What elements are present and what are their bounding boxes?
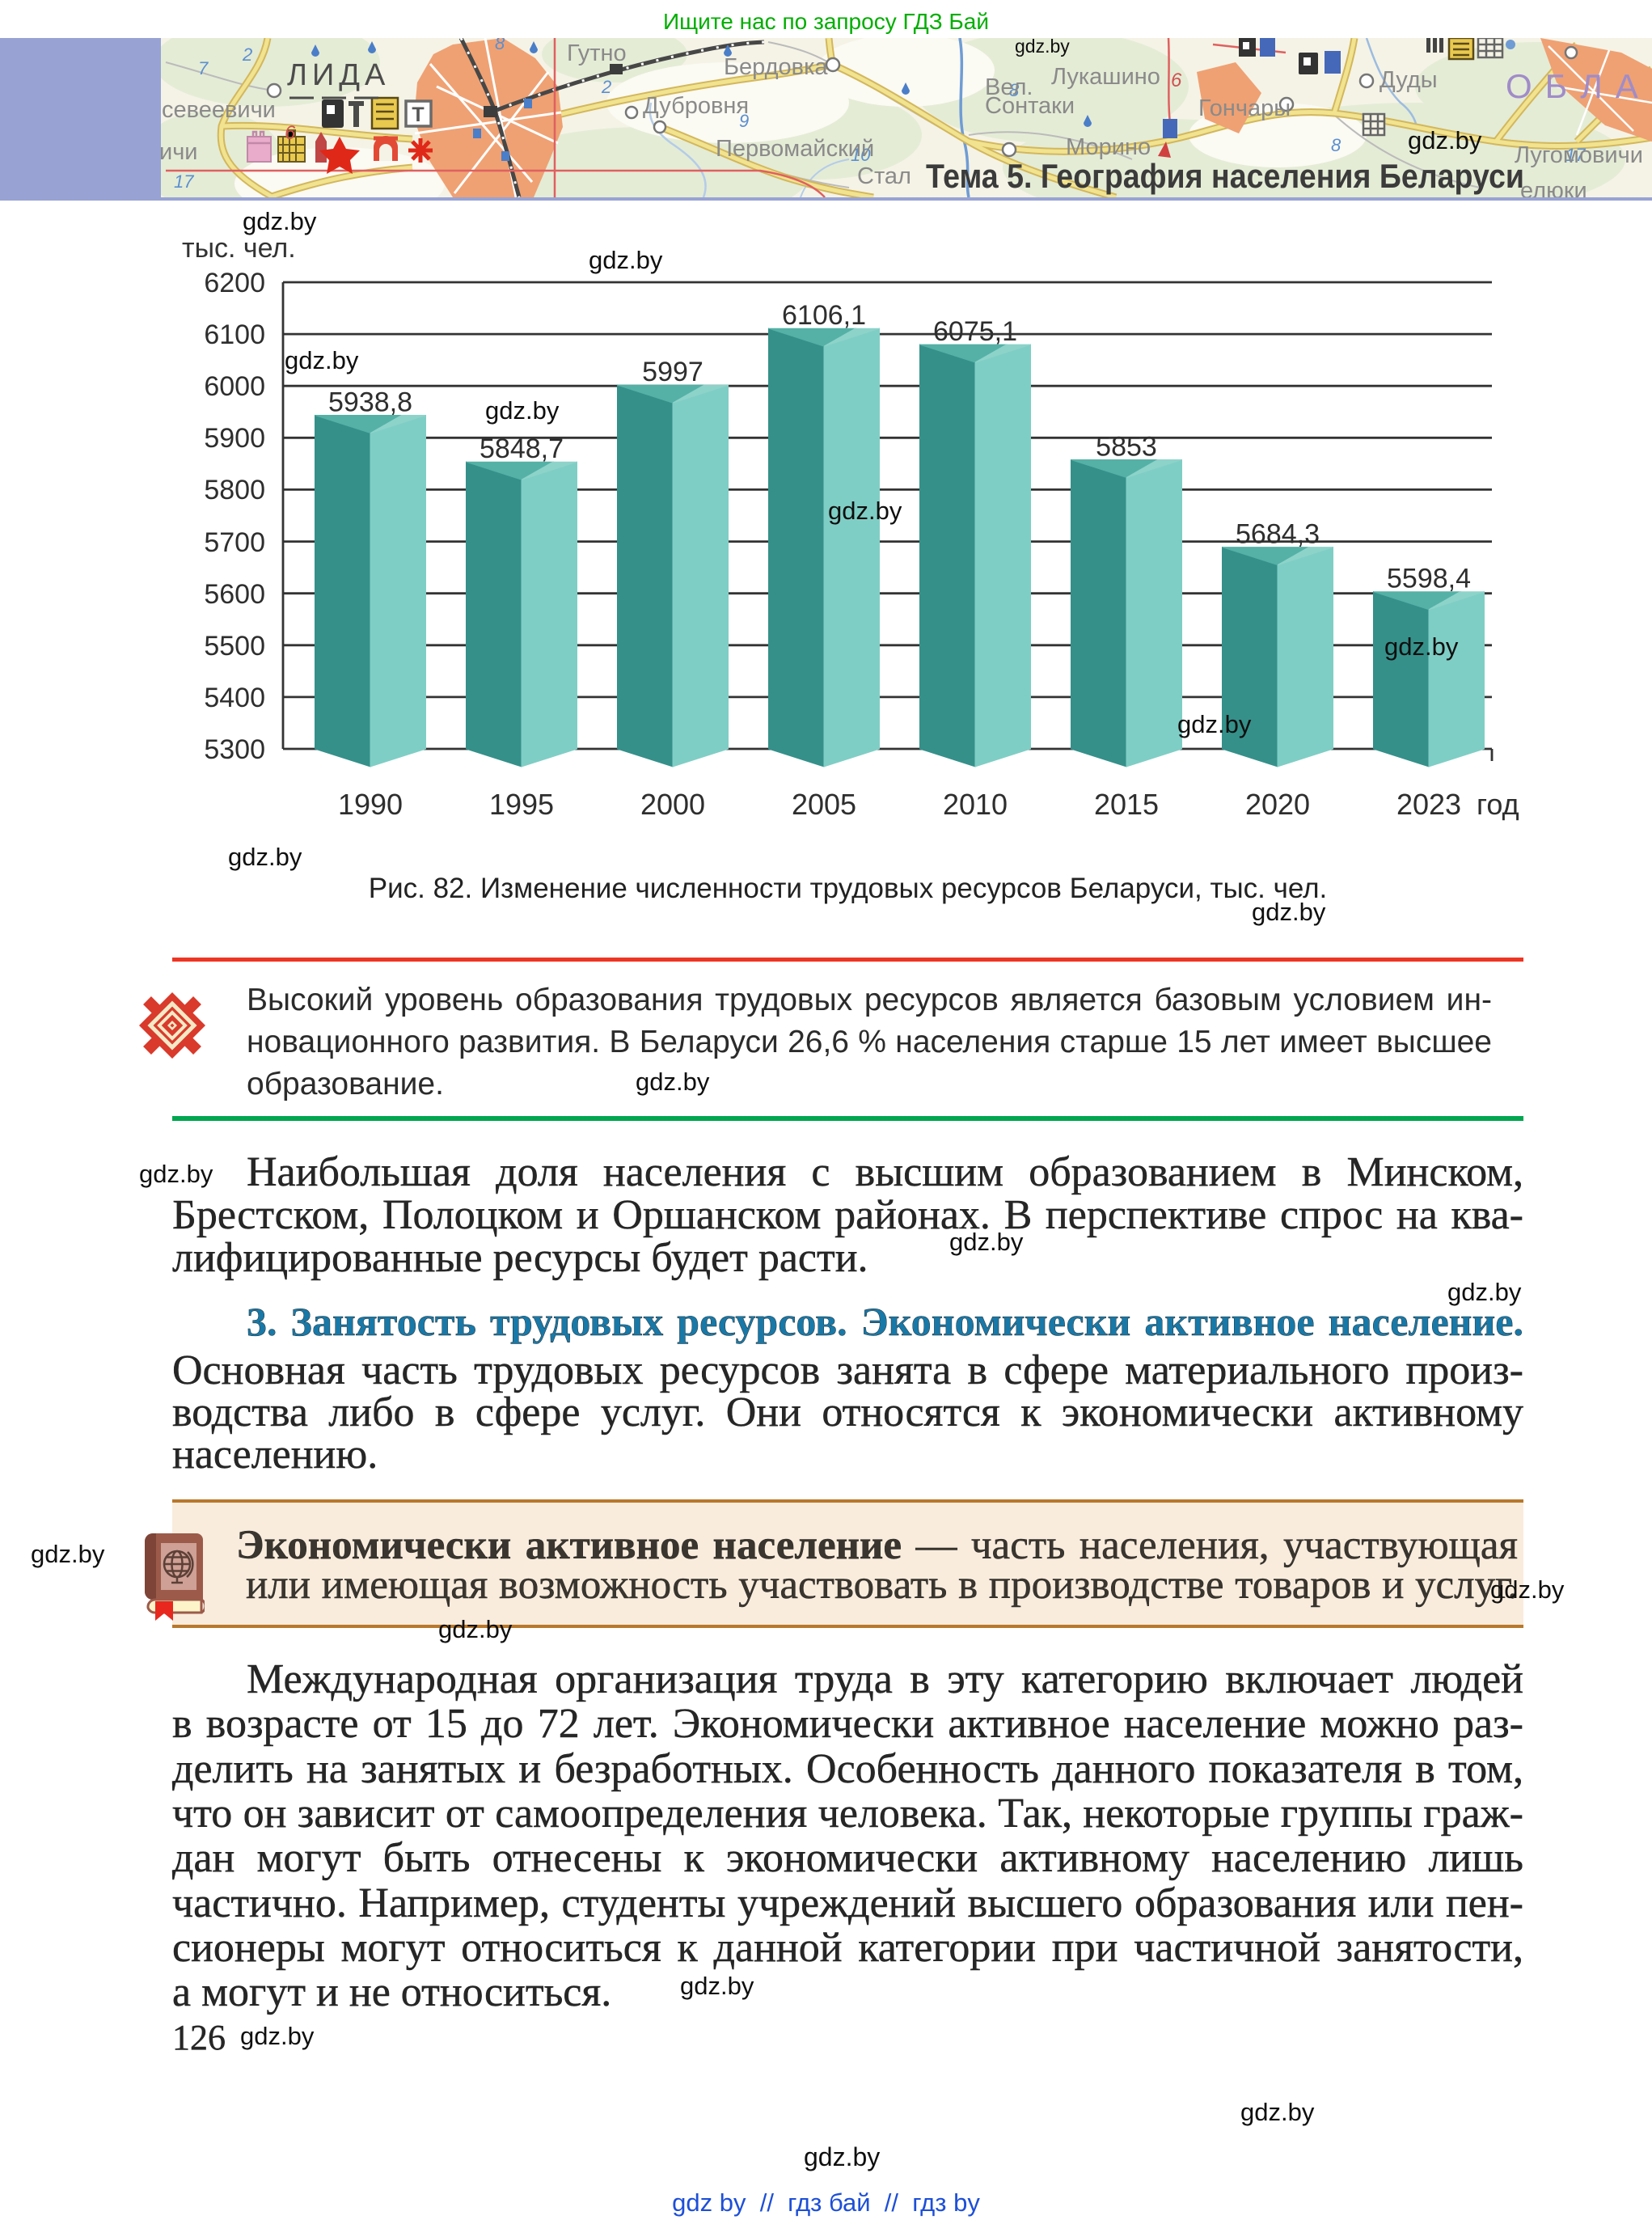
svg-text:5853: 5853 [1096,432,1157,463]
svg-text:севеевичи: севеевичи [162,97,276,123]
svg-text:5800: 5800 [204,475,265,505]
svg-text:1995: 1995 [489,788,554,821]
svg-text:5997: 5997 [642,357,703,387]
svg-text:1990: 1990 [338,788,403,821]
svg-text:T: T [412,104,424,126]
svg-text:2000: 2000 [640,788,705,821]
svg-text:10: 10 [851,145,871,165]
svg-text:2005: 2005 [792,788,856,821]
svg-text:Вел.: Вел. [985,74,1033,100]
svg-text:6000: 6000 [204,371,265,402]
svg-text:Первомайский: Первомайский [716,136,874,162]
svg-text:5598,4: 5598,4 [1387,564,1471,594]
svg-text:5938,8: 5938,8 [328,387,412,418]
svg-text:6: 6 [285,122,296,144]
svg-text:Лугомовичи: Лугомовичи [1515,142,1643,168]
svg-text:Дуды: Дуды [1379,67,1438,93]
svg-text:6106,1: 6106,1 [782,300,866,331]
svg-text:Бердовка: Бердовка [724,54,828,80]
svg-text:5600: 5600 [204,579,265,610]
svg-text:6075,1: 6075,1 [933,316,1017,347]
svg-text:5300: 5300 [204,734,265,765]
svg-text:17: 17 [174,171,194,192]
svg-text:5400: 5400 [204,683,265,713]
svg-text:2: 2 [601,77,611,97]
svg-text:2020: 2020 [1245,788,1310,821]
svg-text:5700: 5700 [204,527,265,558]
svg-text:8: 8 [495,38,505,53]
svg-text:5900: 5900 [204,423,265,454]
svg-text:6100: 6100 [204,319,265,350]
svg-text:9: 9 [739,111,749,131]
svg-text:Сонтаки: Сонтаки [985,93,1075,119]
svg-text:Дубровня: Дубровня [643,93,749,119]
svg-text:Морино: Морино [1066,134,1151,160]
svg-text:Гутно: Гутно [567,40,627,66]
svg-text:Гончары: Гончары [1198,95,1291,121]
svg-text:17: 17 [1565,145,1586,165]
svg-text:2: 2 [242,44,252,65]
svg-text:5848,7: 5848,7 [480,433,564,464]
svg-text:ЛИДА: ЛИДА [287,58,390,92]
svg-text:год: год [1477,788,1519,821]
svg-text:2023: 2023 [1396,788,1461,821]
svg-text:6: 6 [1171,70,1182,91]
svg-text:5500: 5500 [204,631,265,662]
svg-text:ичи: ичи [159,139,198,165]
svg-text:ОБЛА: ОБЛА [1506,67,1651,105]
svg-text:елюки: елюки [1520,178,1587,201]
svg-text:6200: 6200 [204,268,265,298]
svg-text:7: 7 [198,58,209,78]
svg-text:5684,3: 5684,3 [1236,519,1320,550]
svg-text:Стал: Стал [857,163,911,189]
svg-text:2015: 2015 [1094,788,1159,821]
svg-text:2010: 2010 [943,788,1008,821]
svg-text:Лукашино: Лукашино [1051,64,1160,90]
svg-text:8: 8 [1331,135,1341,155]
svg-text:Тема 5. География населения Бе: Тема 5. География населения Беларуси [926,157,1524,195]
svg-text:8: 8 [1009,80,1020,100]
